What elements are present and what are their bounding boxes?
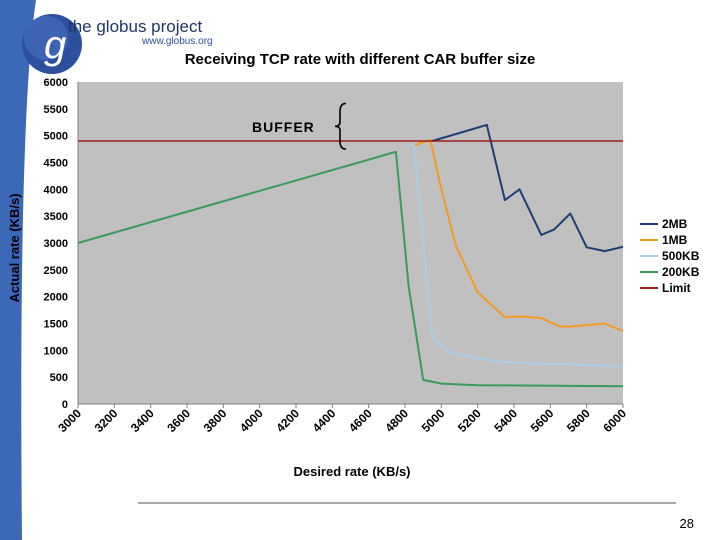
y-tick-label: 4000 xyxy=(44,184,68,196)
buffer-annotation-label: BUFFER xyxy=(252,119,315,135)
y-tick-label: 0 xyxy=(62,399,68,411)
left-accent-curve xyxy=(0,0,36,540)
x-tick-label: 4400 xyxy=(310,406,339,435)
y-tick-label: 3000 xyxy=(44,238,68,250)
chart-title: Receiving TCP rate with different CAR bu… xyxy=(185,51,536,68)
series-line-500kb xyxy=(406,144,624,368)
y-tick-label: 500 xyxy=(50,372,68,384)
x-axis-ticks: 3000 3200 3400 3600 3800 4000 4200 4400 4600 4800… xyxy=(55,404,629,435)
plot-area xyxy=(78,82,623,404)
logo-url: www.globus.org xyxy=(141,36,213,47)
series-group xyxy=(77,123,624,388)
x-tick-label: 4200 xyxy=(273,406,302,435)
legend-label-1mb: 1MB xyxy=(662,233,688,247)
page-number: 28 xyxy=(680,516,694,531)
legend-label-limit: Limit xyxy=(662,281,691,295)
series-line-2mb xyxy=(432,123,624,253)
y-tick-label: 4500 xyxy=(44,158,68,170)
y-tick-label: 5500 xyxy=(44,104,68,116)
x-tick-label: 6000 xyxy=(600,406,629,435)
x-tick-label: 3200 xyxy=(92,406,121,435)
y-tick-label: 6000 xyxy=(44,77,68,89)
legend-label-2mb: 2MB xyxy=(662,217,688,231)
legend: 2MB 1MB 500KB 200KB Limit xyxy=(640,217,700,295)
x-tick-label: 3600 xyxy=(164,406,193,435)
y-tick-label: 5000 xyxy=(44,131,68,143)
series-line-200kb xyxy=(77,150,624,388)
logo-letter: g xyxy=(44,23,66,67)
x-tick-label: 5800 xyxy=(564,406,593,435)
x-axis-label: Desired rate (KB/s) xyxy=(293,464,410,479)
x-tick-label: 5000 xyxy=(419,406,448,435)
y-tick-label: 1000 xyxy=(44,345,68,357)
x-tick-label: 5600 xyxy=(528,406,557,435)
logo-circle-highlight xyxy=(24,16,68,60)
y-tick-label: 2500 xyxy=(44,265,68,277)
y-axis-ticks: 0 500 1000 1500 2000 2500 3000 3500 4000 4500 5000… xyxy=(44,77,68,411)
legend-label-200kb: 200KB xyxy=(662,265,700,279)
series-line-1mb xyxy=(410,139,624,332)
x-tick-label: 3800 xyxy=(201,406,230,435)
y-axis-label: Actual rate (KB/s) xyxy=(7,193,22,302)
x-tick-label: 4600 xyxy=(346,406,375,435)
x-tick-label: 5200 xyxy=(455,406,484,435)
globus-logo: g the globus project www.globus.org xyxy=(22,14,213,74)
y-tick-label: 3500 xyxy=(44,211,68,223)
x-tick-label: 4800 xyxy=(382,406,411,435)
y-tick-label: 2000 xyxy=(44,292,68,304)
x-tick-label: 5400 xyxy=(491,406,520,435)
y-tick-label: 1500 xyxy=(44,319,68,331)
logo-title: the globus project xyxy=(68,17,202,36)
x-tick-label: 4000 xyxy=(237,406,266,435)
buffer-brace xyxy=(334,102,347,150)
legend-label-500kb: 500KB xyxy=(662,249,700,263)
x-tick-label: 3000 xyxy=(55,406,84,435)
x-tick-label: 3400 xyxy=(128,406,157,435)
